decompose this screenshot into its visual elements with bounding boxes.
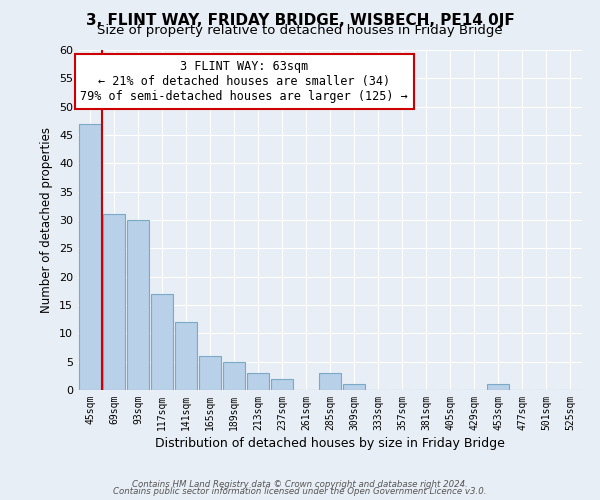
Bar (223, 362, 245, 390)
Bar (487, 384, 509, 390)
Text: Contains HM Land Registry data © Crown copyright and database right 2024.: Contains HM Land Registry data © Crown c… (132, 480, 468, 489)
X-axis label: Distribution of detached houses by size in Friday Bridge: Distribution of detached houses by size … (155, 437, 505, 450)
Bar (247, 373, 269, 390)
Bar (151, 294, 173, 390)
Bar (343, 384, 365, 390)
Text: 3 FLINT WAY: 63sqm
← 21% of detached houses are smaller (34)
79% of semi-detache: 3 FLINT WAY: 63sqm ← 21% of detached hou… (80, 60, 408, 103)
Bar (319, 373, 341, 390)
Bar (175, 322, 197, 390)
Text: 3, FLINT WAY, FRIDAY BRIDGE, WISBECH, PE14 0JF: 3, FLINT WAY, FRIDAY BRIDGE, WISBECH, PE… (86, 12, 514, 28)
Bar (127, 220, 149, 390)
Y-axis label: Number of detached properties: Number of detached properties (40, 127, 53, 313)
Bar (199, 356, 221, 390)
Bar (271, 378, 293, 390)
Bar (79, 124, 101, 390)
Text: Contains public sector information licensed under the Open Government Licence v3: Contains public sector information licen… (113, 487, 487, 496)
Bar (103, 214, 125, 390)
Text: Size of property relative to detached houses in Friday Bridge: Size of property relative to detached ho… (97, 24, 503, 37)
